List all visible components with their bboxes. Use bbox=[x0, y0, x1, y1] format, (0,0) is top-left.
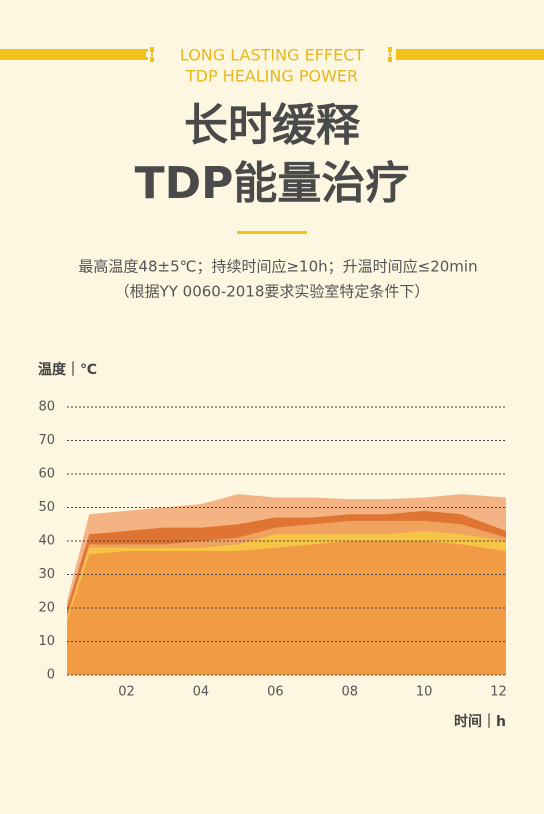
x-tick-label: 08 bbox=[341, 685, 358, 700]
note: 最高温度48±5℃；持续时间应≥10h；升温时间应≤20min bbox=[78, 258, 477, 276]
cross-icon bbox=[146, 47, 396, 62]
header-line: LONG LASTING EFFECT bbox=[180, 46, 365, 65]
note: （根据YY 0060-2018要求实验室特定条件下） bbox=[115, 283, 430, 301]
y-tick-label: 80 bbox=[38, 400, 55, 415]
plot: 0 10 20 30 40 50 60 70 80 02 04 06 08 10 12 bbox=[38, 400, 506, 700]
y-tick-label: 40 bbox=[38, 534, 55, 549]
x-tick-label: 12 bbox=[490, 685, 507, 700]
y-tick-label: 70 bbox=[38, 433, 55, 448]
y-tick-label: 50 bbox=[38, 500, 55, 515]
banner-bar bbox=[0, 49, 148, 60]
y-tick-label: 10 bbox=[38, 634, 55, 649]
header-line: TDP HEALING POWER bbox=[185, 67, 358, 86]
x-tick-label: 02 bbox=[118, 685, 135, 700]
y-tick-label: 0 bbox=[47, 668, 55, 683]
x-tick-label: 10 bbox=[416, 685, 433, 700]
title: TDP能量治疗 bbox=[135, 158, 410, 209]
y-axis-label: 温度｜℃ bbox=[38, 361, 97, 378]
x-tick-label: 04 bbox=[193, 685, 210, 700]
y-tick-label: 30 bbox=[38, 567, 55, 582]
divider bbox=[237, 231, 307, 234]
x-axis-label: 时间｜h bbox=[454, 713, 506, 730]
x-tick-label: 06 bbox=[267, 685, 284, 700]
title: 长时缓释 bbox=[184, 100, 361, 151]
y-tick-label: 20 bbox=[38, 601, 55, 616]
banner-bar bbox=[396, 49, 544, 60]
y-tick-label: 60 bbox=[38, 467, 55, 482]
